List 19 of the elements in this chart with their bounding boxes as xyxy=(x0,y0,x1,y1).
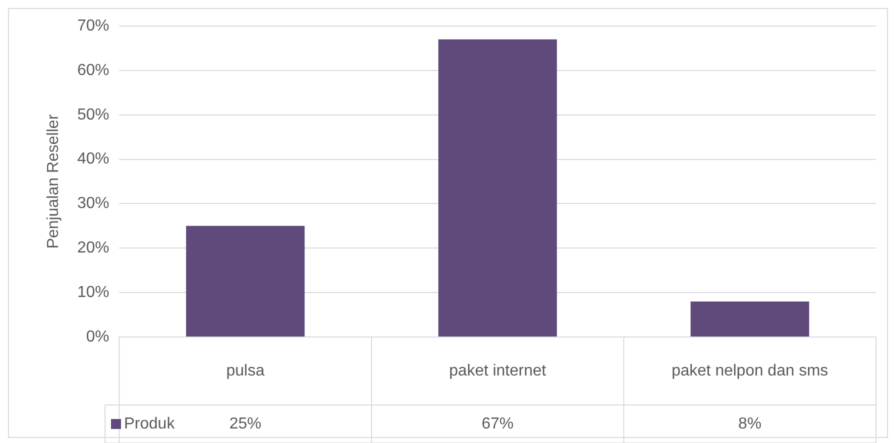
data-label: 25% xyxy=(229,415,262,432)
y-tick-label: 70% xyxy=(77,17,110,34)
y-tick-label: 30% xyxy=(77,195,110,212)
bar xyxy=(438,39,557,336)
legend-label: Produk xyxy=(124,415,176,432)
y-tick-label: 50% xyxy=(77,106,110,124)
y-tick-label: 20% xyxy=(77,240,110,257)
x-tick-label: paket internet xyxy=(449,362,547,380)
y-tick-label: 60% xyxy=(77,62,110,79)
y-tick-label: 10% xyxy=(77,284,110,301)
x-tick-label: pulsa xyxy=(226,362,265,380)
data-label: 67% xyxy=(482,415,514,432)
y-tick-label: 40% xyxy=(77,150,110,168)
data-label: 8% xyxy=(738,415,762,432)
y-axis-title: Penjualan Reseller xyxy=(45,114,62,249)
x-tick-label: paket nelpon dan sms xyxy=(672,362,828,380)
bar xyxy=(690,301,810,336)
bar xyxy=(186,226,305,336)
y-tick-label: 0% xyxy=(86,328,110,346)
